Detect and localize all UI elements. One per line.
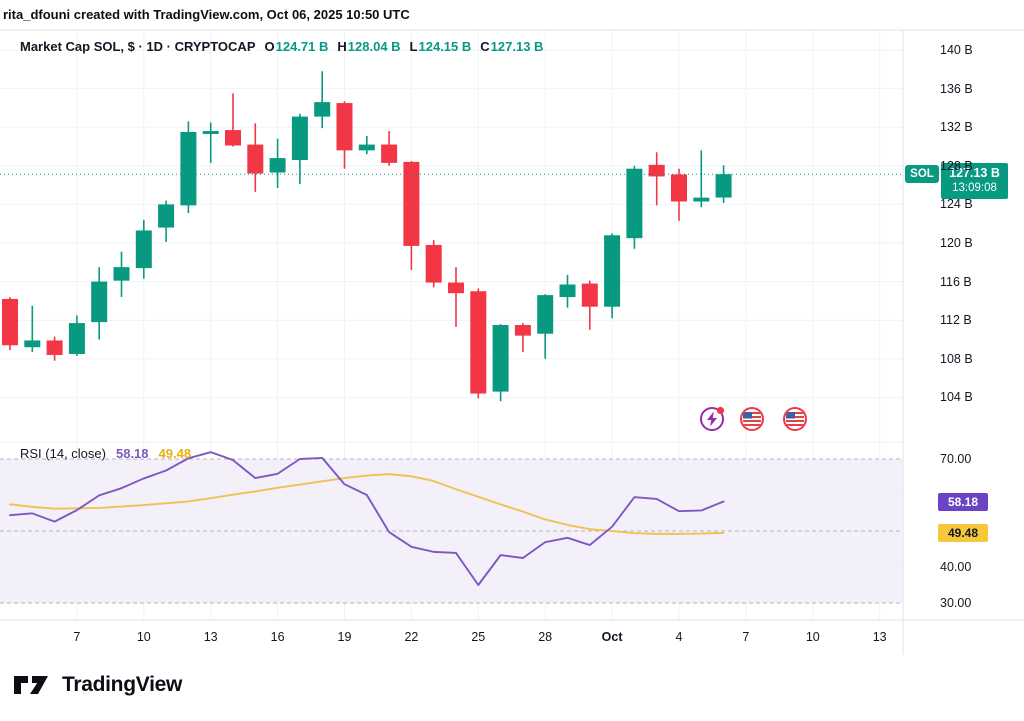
last-price-badge: 127.13 B 13:09:08 — [941, 163, 1008, 199]
rsi-ma-value-badge: 49.48 — [938, 524, 988, 542]
us-flag-event-icon[interactable] — [738, 405, 766, 433]
price-scale-label: 132 B — [940, 120, 973, 135]
symbol-tag-badge: SOL — [905, 165, 939, 183]
rsi-scale-label: 40.00 — [940, 560, 972, 574]
time-scale-label: 25 — [471, 630, 486, 644]
price-scale-label: 136 B — [940, 81, 973, 96]
time-scale[interactable] — [0, 620, 1024, 655]
price-scale-label: 104 B — [940, 390, 973, 405]
attribution-text: rita_dfouni created with TradingView.com… — [3, 7, 410, 22]
time-scale-label: 28 — [538, 630, 553, 644]
rsi-legend: RSI (14, close) 58.18 49.48 — [20, 446, 191, 461]
time-scale-label: Oct — [601, 630, 623, 644]
economic-events-lightning-icon[interactable] — [698, 405, 726, 433]
time-scale-label: 19 — [337, 630, 352, 644]
rsi-pane[interactable] — [0, 443, 903, 620]
rsi-scale-label: 70.00 — [940, 452, 972, 466]
rsi-scale-label: 30.00 — [940, 596, 972, 610]
time-scale-label: 4 — [675, 630, 683, 644]
symbol-legend: Market Cap SOL, $ · 1D · CRYPTOCAP O124.… — [20, 39, 543, 54]
price-scale-label: 140 B — [940, 43, 973, 57]
us-flag-event-icon[interactable] — [781, 405, 809, 433]
bar-countdown: 13:09:08 — [952, 182, 997, 194]
time-scale-label: 13 — [872, 630, 887, 644]
price-scale-label: 116 B — [940, 274, 972, 289]
time-scale-label: 13 — [203, 630, 218, 644]
price-scale-label: 120 B — [940, 236, 973, 250]
tradingview-logo-glyph — [14, 676, 48, 694]
time-scale-label: 16 — [270, 630, 285, 644]
time-scale-label: 10 — [805, 630, 820, 644]
ohlc-open: O124.71 B — [264, 39, 329, 54]
symbol-title[interactable]: Market Cap SOL, $ · 1D · CRYPTOCAP — [20, 39, 256, 54]
rsi-ma-current-value: 49.48 — [158, 446, 192, 461]
tradingview-logo[interactable]: TradingView — [12, 672, 182, 698]
rsi-indicator-title[interactable]: RSI (14, close) — [20, 446, 106, 461]
ohlc-close: C127.13 B — [480, 39, 544, 54]
price-scale-label: 112 B — [940, 313, 972, 328]
ohlc-high: H128.04 B — [337, 39, 401, 54]
price-scale-label: 108 B — [940, 351, 973, 366]
time-scale-label: 22 — [404, 630, 419, 644]
price-scale-label: 128 B — [940, 158, 973, 173]
last-price-value: 127.13 B — [949, 166, 1000, 180]
time-scale-label: 7 — [73, 630, 81, 644]
time-scale-label: 10 — [136, 630, 151, 644]
time-scale-label: 7 — [742, 630, 750, 644]
price-pane[interactable] — [0, 30, 903, 443]
price-scale-label: 124 B — [940, 197, 973, 212]
tradingview-logo-text: TradingView — [62, 673, 183, 696]
rsi-current-value: 58.18 — [115, 446, 149, 461]
ohlc-low: L124.15 B — [409, 39, 472, 54]
rsi-value-badge: 58.18 — [938, 493, 988, 511]
